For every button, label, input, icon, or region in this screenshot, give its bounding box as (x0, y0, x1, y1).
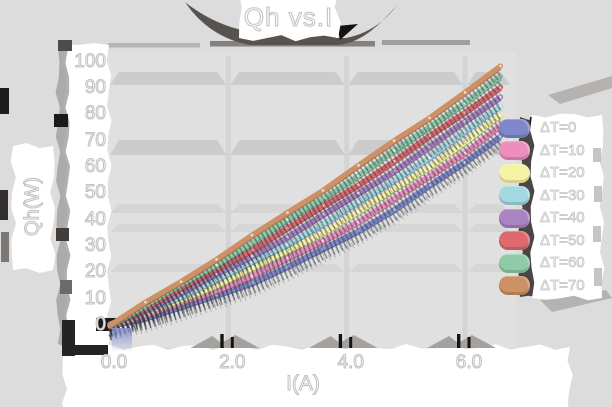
legend-label: ΔT=30 (540, 186, 585, 204)
legend-label: ΔT=60 (540, 254, 585, 272)
y-axis-title: Qh(W) (21, 177, 44, 237)
y-tick-label: 20 (84, 261, 106, 283)
legend-swatch[interactable] (499, 276, 530, 296)
y-tick-label: 100 (74, 50, 107, 72)
axis-panels (10, 0, 573, 407)
y-tick-label: 50 (84, 182, 106, 204)
legend-swatch[interactable] (499, 231, 530, 251)
y-tick-label: 30 (84, 234, 106, 256)
legend-label: ΔT=0 (540, 119, 577, 137)
legend-swatch[interactable] (499, 118, 530, 138)
chart-title: Qh vs.I (243, 1, 334, 32)
legend-label: ΔT=20 (540, 164, 585, 182)
y-tick-label: 90 (84, 76, 106, 98)
x-tick-label: 6.0 (455, 351, 483, 373)
x-tick-label: 2.0 (219, 351, 246, 373)
y-tick-label: 0 (95, 313, 107, 335)
x-axis-title: I(A) (286, 371, 321, 395)
legend-swatch[interactable] (499, 186, 530, 206)
y-tick-label: 40 (84, 208, 106, 230)
y-tick-label: 80 (84, 103, 106, 125)
legend-label: ΔT=50 (540, 231, 585, 249)
y-tick-label: 60 (84, 155, 106, 177)
x-tick-label: 0.0 (100, 351, 128, 373)
series-ΔT=70 (107, 63, 504, 340)
y-tick-label: 10 (84, 287, 106, 309)
y-axis-shadow (0, 40, 72, 346)
legend-swatch[interactable] (499, 163, 530, 183)
legend-swatch[interactable] (499, 141, 530, 161)
legend-swatch[interactable] (499, 253, 530, 273)
origin-streak (112, 328, 132, 352)
y-tick-label: 70 (84, 129, 106, 151)
legend-label: ΔT=40 (540, 209, 585, 227)
legend-label: ΔT=70 (540, 276, 585, 294)
legend-label: ΔT=10 (540, 141, 585, 159)
legend-swatch[interactable] (499, 208, 530, 228)
x-tick-label: 4.0 (337, 351, 364, 373)
legend-panel (517, 76, 612, 312)
